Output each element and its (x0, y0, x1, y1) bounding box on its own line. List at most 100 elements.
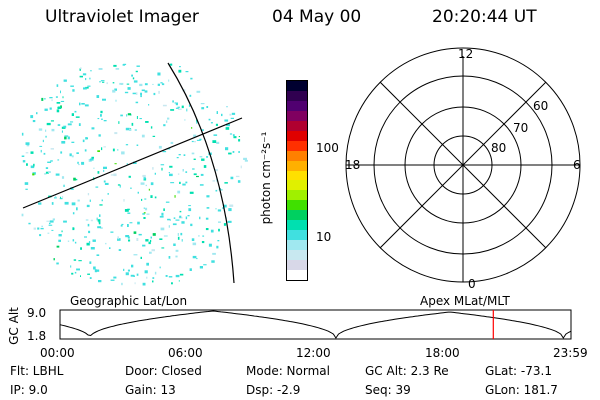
emission-speckle (63, 184, 65, 187)
emission-speckle (57, 159, 60, 161)
emission-speckle (39, 234, 42, 237)
emission-speckle (80, 247, 82, 250)
emission-speckle (196, 119, 198, 122)
emission-speckle (103, 180, 106, 183)
emission-speckle (196, 139, 201, 141)
emission-speckle (118, 121, 120, 124)
emission-speckle (52, 218, 55, 221)
emission-speckle (136, 273, 139, 276)
emission-speckle (199, 138, 202, 141)
emission-speckle (40, 227, 44, 230)
emission-speckle (73, 177, 76, 181)
emission-speckle (61, 176, 65, 179)
emission-speckle (96, 269, 100, 272)
emission-speckle (76, 268, 80, 271)
emission-speckle (50, 148, 54, 150)
emission-speckle (146, 262, 149, 266)
emission-speckle (101, 147, 103, 151)
emission-speckle (150, 126, 153, 129)
emission-speckle (106, 82, 108, 85)
colorbar-unit-label: photon cm⁻²s⁻¹ (259, 131, 273, 225)
emission-speckle (91, 156, 94, 159)
emission-speckle (177, 173, 180, 175)
emission-speckle (181, 105, 184, 109)
emission-speckle (67, 123, 72, 126)
emission-speckle (210, 122, 213, 124)
emission-speckle (115, 68, 120, 70)
emission-speckle (179, 215, 182, 218)
emission-speckle (30, 165, 35, 169)
emission-speckle (135, 101, 139, 104)
emission-speckle (196, 121, 198, 124)
emission-speckle (136, 238, 139, 241)
emission-speckle (99, 81, 101, 83)
emission-speckle (71, 141, 75, 143)
emission-speckle (124, 209, 129, 212)
emission-speckle (185, 216, 188, 220)
emission-speckle (92, 239, 96, 242)
emission-speckle (168, 225, 170, 228)
colorbar-segment (287, 200, 307, 211)
emission-speckle (222, 207, 224, 209)
emission-speckle (214, 169, 218, 172)
emission-speckle (189, 268, 192, 271)
emission-speckle (93, 167, 95, 169)
emission-speckle (189, 94, 192, 97)
emission-speckle (169, 165, 173, 168)
emission-speckle (72, 227, 75, 231)
emission-speckle (46, 122, 51, 126)
emission-speckle (44, 98, 46, 100)
emission-speckle (177, 233, 179, 236)
aurora-emission-speckles (21, 63, 248, 286)
colorbar-segment (287, 180, 307, 191)
emission-speckle (170, 182, 175, 184)
emission-speckle (63, 79, 67, 82)
emission-speckle (170, 109, 175, 111)
emission-speckle (168, 276, 173, 278)
emission-speckle (91, 127, 95, 130)
emission-speckle (97, 118, 100, 120)
emission-speckle (104, 182, 109, 185)
colorbar-segment (287, 260, 307, 271)
emission-speckle (90, 70, 92, 72)
emission-speckle (217, 209, 222, 212)
colorbar-segment (287, 220, 307, 231)
emission-speckle (62, 196, 64, 198)
colorbar-segment (287, 240, 307, 251)
emission-speckle (152, 280, 154, 283)
emission-speckle (121, 151, 125, 155)
altitude-curve (59, 310, 572, 339)
emission-speckle (58, 239, 61, 242)
emission-speckle (71, 155, 74, 158)
emission-speckle (127, 224, 129, 227)
emission-speckle (73, 259, 77, 261)
emission-speckle (117, 236, 119, 240)
emission-speckle (53, 258, 55, 261)
emission-speckle (110, 174, 114, 176)
emission-speckle (122, 64, 126, 66)
info-dsp: Dsp: -2.9 (246, 383, 301, 397)
header-time: 20:20:44 UT (432, 7, 537, 27)
emission-speckle (136, 65, 140, 67)
emission-speckle (78, 123, 81, 126)
emission-speckle (125, 144, 129, 146)
emission-speckle (45, 167, 49, 169)
alt-axis-label-wrap: GC Alt (7, 307, 21, 345)
emission-speckle (58, 234, 62, 237)
emission-speckle (140, 92, 142, 96)
emission-speckle (82, 73, 87, 76)
emission-speckle (165, 201, 170, 203)
emission-speckle (163, 208, 165, 211)
emission-speckle (57, 106, 62, 109)
emission-speckle (145, 239, 149, 242)
emission-speckle (102, 98, 106, 101)
emission-speckle (126, 114, 128, 117)
emission-speckle (128, 239, 131, 242)
colorbar-segment (287, 170, 307, 181)
emission-speckle (55, 195, 57, 197)
emission-speckle (112, 82, 115, 84)
emission-speckle (59, 198, 63, 200)
emission-speckle (112, 89, 116, 93)
colorbar-segment (287, 140, 307, 151)
emission-speckle (152, 277, 155, 279)
